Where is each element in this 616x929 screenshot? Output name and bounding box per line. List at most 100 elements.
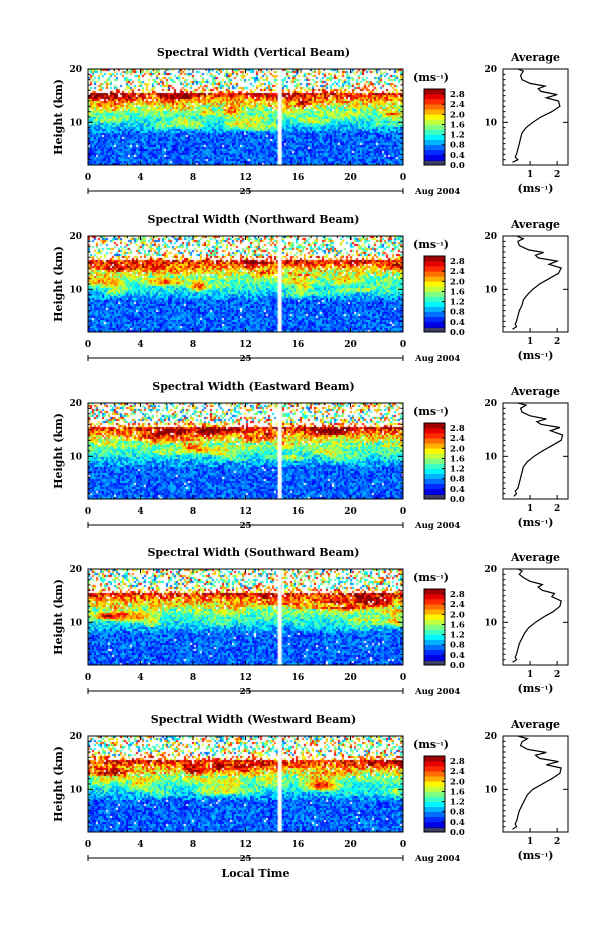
colorbar-segment [424, 433, 445, 439]
colorbar-tick-label: 2.0 [450, 444, 465, 454]
colorbar-segment [424, 816, 445, 823]
y-tick-label: 20 [69, 65, 82, 75]
colorbar-segment [424, 129, 445, 135]
colorbar-segment [424, 109, 445, 115]
panel-5: Spectral Width (Westward Beam)2010Height… [52, 713, 569, 864]
average-y-tick-label: 20 [484, 232, 497, 242]
colorbar-tick-label: 0.8 [450, 475, 465, 485]
colorbar-segment [424, 286, 445, 292]
colorbar-segment [424, 629, 445, 635]
colorbar-frame [423, 88, 446, 166]
average-profile-line [512, 568, 562, 663]
colorbar-segment [424, 149, 445, 156]
colorbar-segment [424, 139, 445, 146]
panel-title: Spectral Width (Eastward Beam) [152, 380, 354, 393]
colorbar-unit: (ms⁻¹) [413, 405, 449, 418]
colorbar-tick-label: 2.0 [450, 110, 465, 120]
x-tick-label: 0 [85, 340, 91, 350]
colorbar-segment [424, 786, 445, 792]
colorbar-tick-label: 0.0 [450, 495, 465, 505]
date-suffix: Aug 2004 [414, 687, 460, 697]
y-axis-label: Height (km) [52, 579, 65, 655]
x-tick-label: 12 [239, 507, 252, 517]
colorbar-segment [424, 448, 445, 454]
colorbar-segment [424, 589, 445, 595]
colorbar-segment [424, 483, 445, 490]
average-frame [502, 568, 569, 666]
average-y-tick-label: 10 [484, 285, 497, 295]
date-suffix: Aug 2004 [414, 354, 460, 364]
x-tick-label: 8 [190, 507, 196, 517]
average-x-tick-label: 2 [554, 170, 560, 180]
colorbar-segment [424, 311, 445, 318]
x-tick-label: 16 [292, 173, 305, 183]
colorbar-segment [424, 291, 445, 297]
colorbar-tick-label: 0.0 [450, 328, 465, 338]
colorbar-segment [424, 89, 445, 95]
x-tick-label: 16 [292, 840, 305, 850]
heatmap-image [88, 236, 403, 332]
colorbar-segment [424, 604, 445, 610]
panel-2: Spectral Width (Northward Beam)2010Heigh… [52, 213, 569, 364]
y-axis-label: Height (km) [52, 746, 65, 822]
x-tick-label: 0 [85, 673, 91, 683]
x-tick-label: 8 [190, 173, 196, 183]
panel-1: Spectral Width (Vertical Beam)2010Height… [52, 46, 569, 197]
colorbar-segment [424, 438, 445, 444]
colorbar-segment [424, 478, 445, 485]
average-x-tick-label: 2 [554, 504, 560, 514]
x-tick-label: 20 [344, 173, 357, 183]
x-tick-label: 20 [344, 673, 357, 683]
colorbar-tick-label: 0.8 [450, 641, 465, 651]
colorbar-tick-label: 2.4 [450, 434, 465, 444]
x-tick-label: 0 [85, 507, 91, 517]
y-tick-label: 10 [69, 285, 82, 295]
x-tick-label: 0 [85, 173, 91, 183]
average-x-tick-label: 2 [554, 337, 560, 347]
colorbar-segment [424, 644, 445, 651]
colorbar-segment [424, 266, 445, 272]
x-tick-label: 0 [85, 840, 91, 850]
colorbar-segment [424, 791, 445, 797]
x-tick-label: 4 [137, 173, 143, 183]
colorbar-segment [424, 256, 445, 262]
colorbar-segment [424, 458, 445, 464]
y-tick-label: 20 [69, 565, 82, 575]
x-tick-label: 4 [137, 673, 143, 683]
x-tick-label: 0 [400, 173, 406, 183]
average-y-tick-label: 10 [484, 118, 497, 128]
colorbar-tick-label: 2.0 [450, 610, 465, 620]
colorbar-tick-label: 2.0 [450, 777, 465, 787]
x-tick-label: 0 [400, 507, 406, 517]
heatmap-image [88, 736, 403, 832]
colorbar-segment [424, 619, 445, 625]
colorbar-tick-label: 2.8 [450, 90, 465, 100]
colorbar-tick-label: 1.6 [450, 620, 465, 630]
heatmap-image [88, 69, 403, 165]
colorbar-unit: (ms⁻¹) [413, 571, 449, 584]
colorbar-segment [424, 821, 445, 828]
colorbar-segment [424, 154, 445, 161]
colorbar-floor [424, 495, 445, 499]
x-tick-label: 12 [239, 840, 252, 850]
average-x-tick-label: 1 [527, 504, 533, 514]
colorbar-tick-label: 2.8 [450, 257, 465, 267]
x-tick-label: 8 [190, 673, 196, 683]
x-tick-label: 4 [137, 840, 143, 850]
colorbar-tick-label: 0.4 [450, 485, 465, 495]
colorbar-segment [424, 296, 445, 302]
panel-title: Spectral Width (Northward Beam) [148, 213, 360, 226]
colorbar-tick-label: 0.0 [450, 828, 465, 838]
colorbar-segment [424, 134, 445, 140]
colorbar-floor [424, 661, 445, 665]
colorbar-segment [424, 276, 445, 282]
colorbar-segment [424, 609, 445, 615]
average-y-tick-label: 20 [484, 565, 497, 575]
colorbar-frame [423, 255, 446, 333]
average-profile-line [512, 735, 562, 830]
colorbar-segment [424, 594, 445, 600]
colorbar-tick-label: 1.2 [450, 465, 465, 475]
colorbar-unit: (ms⁻¹) [413, 738, 449, 751]
average-x-tick-label: 2 [554, 837, 560, 847]
panel-title: Spectral Width (Westward Beam) [151, 713, 356, 726]
